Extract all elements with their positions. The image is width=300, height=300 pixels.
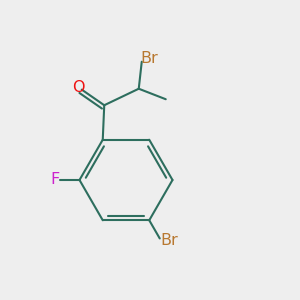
Text: F: F (50, 172, 59, 188)
Text: Br: Br (160, 233, 178, 248)
Text: O: O (72, 80, 84, 95)
Text: Br: Br (140, 51, 158, 66)
